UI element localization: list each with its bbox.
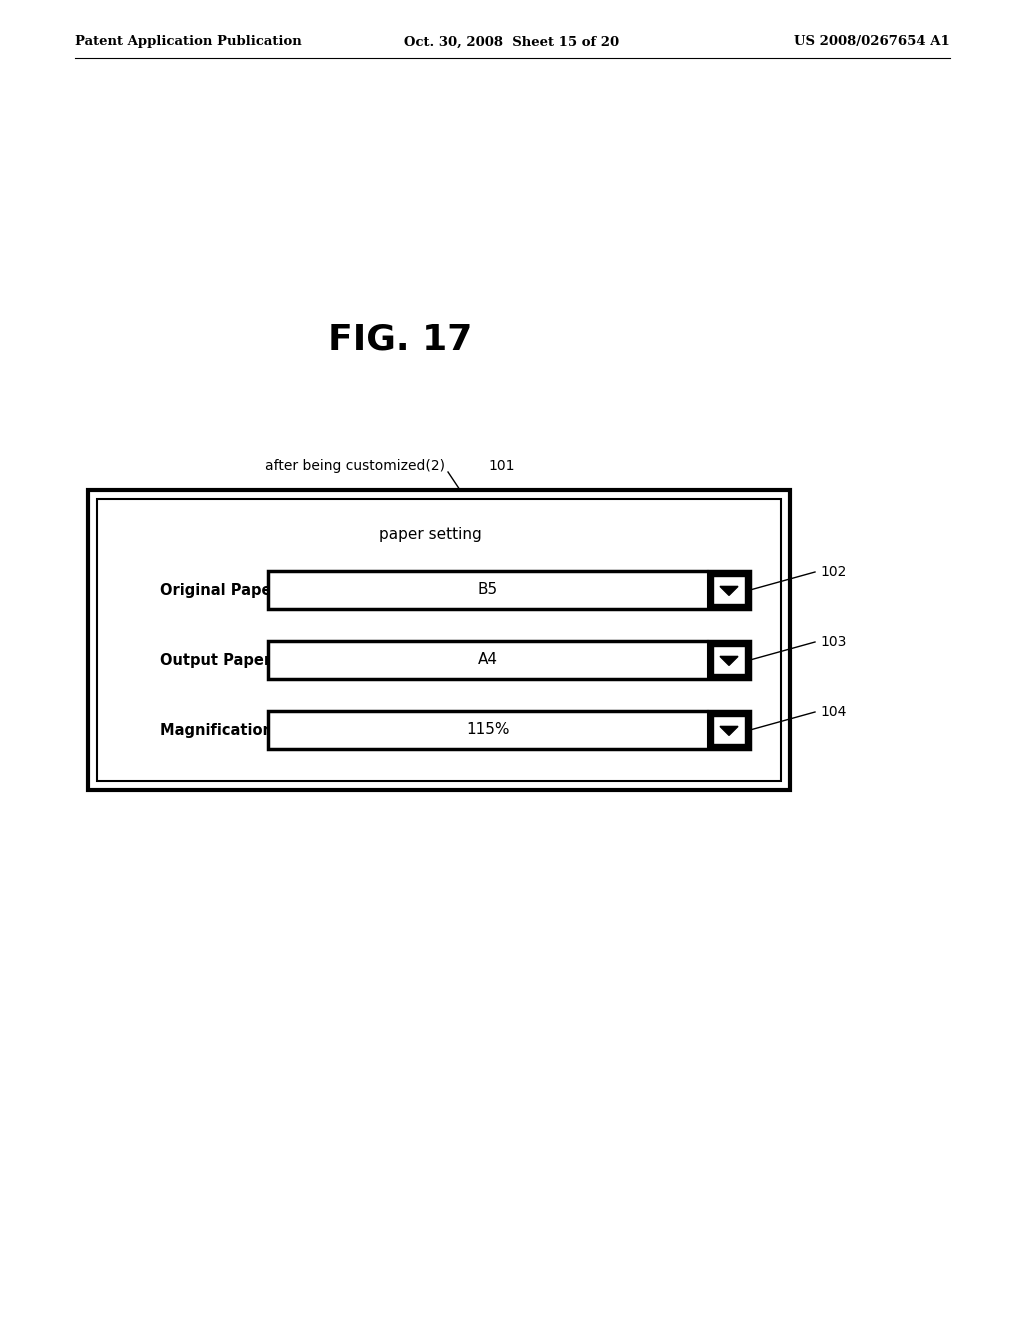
Bar (268, 642, 750, 678)
Text: 102: 102 (820, 565, 847, 579)
Text: Oct. 30, 2008  Sheet 15 of 20: Oct. 30, 2008 Sheet 15 of 20 (404, 36, 620, 49)
Bar (268, 572, 750, 609)
Text: 115%: 115% (466, 722, 510, 738)
Bar (708, 572, 750, 609)
Text: Magnification Ratio: Magnification Ratio (160, 722, 322, 738)
Bar (713, 576, 745, 605)
Polygon shape (720, 586, 738, 595)
Polygon shape (720, 656, 738, 665)
Bar (268, 711, 750, 748)
Bar (708, 711, 750, 748)
Text: B5: B5 (478, 582, 498, 598)
Bar (713, 645, 745, 675)
Text: A4: A4 (478, 652, 498, 668)
Text: US 2008/0267654 A1: US 2008/0267654 A1 (795, 36, 950, 49)
Bar (713, 715, 745, 744)
Bar (97, 499, 781, 781)
Bar (708, 642, 750, 678)
Text: Original Paper Size: Original Paper Size (160, 582, 317, 598)
Text: paper setting: paper setting (379, 528, 481, 543)
Text: Patent Application Publication: Patent Application Publication (75, 36, 302, 49)
Text: 101: 101 (488, 459, 514, 473)
Polygon shape (720, 726, 738, 735)
Text: Output Paper Size: Output Paper Size (160, 652, 310, 668)
Text: FIG. 17: FIG. 17 (328, 323, 472, 356)
Bar (88, 490, 790, 789)
Text: 104: 104 (820, 705, 847, 719)
Text: 103: 103 (820, 635, 847, 649)
Text: after being customized(2): after being customized(2) (265, 459, 445, 473)
